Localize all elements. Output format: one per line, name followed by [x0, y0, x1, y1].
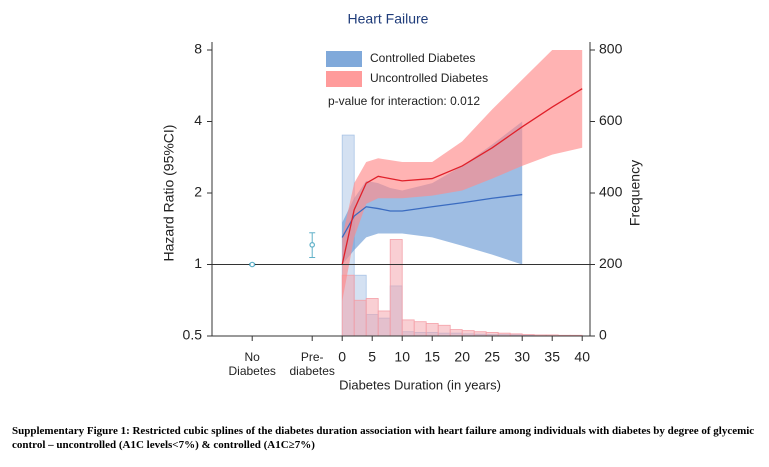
histogram-bar	[449, 329, 463, 336]
x-tick-label: 20	[454, 349, 470, 365]
point	[249, 261, 256, 268]
histogram-bar	[389, 239, 403, 336]
histogram-bar	[353, 299, 367, 336]
histogram-bar	[401, 319, 415, 336]
y2-tick-label: 600	[599, 112, 623, 128]
y-tick-label: 1	[194, 255, 202, 271]
chart: Heart Failure Hazard Ratio (95%CI) Frequ…	[161, 11, 643, 393]
histogram-bar	[437, 324, 451, 336]
histogram-bar	[425, 323, 439, 336]
y-axis-label: Hazard Ratio (95%CI)	[161, 125, 177, 262]
x-tick-label: 5	[368, 349, 376, 365]
x-tick-label: No Diabetes	[228, 350, 276, 378]
point	[309, 242, 316, 248]
y2-axis-label: Frequency	[627, 160, 643, 226]
histogram-bar	[365, 298, 379, 336]
legend-label: Uncontrolled Diabetes	[370, 71, 488, 85]
y-tick-label: 4	[194, 112, 202, 128]
x-tick-label: 10	[394, 349, 410, 365]
x-axis-label: Diabetes Duration (in years)	[339, 377, 501, 392]
x-tick-label: 35	[544, 349, 560, 365]
x-tick-label: 15	[424, 349, 440, 365]
y-tick-label: 0.5	[183, 327, 203, 343]
annotation: p-value for interaction: 0.012	[328, 94, 480, 108]
caption: Supplementary Figure 1: Restricted cubic…	[12, 425, 755, 451]
spline-line	[341, 88, 583, 265]
x-tick-label: 0	[338, 349, 346, 365]
x-tick-label: Pre-diabetes	[289, 350, 335, 378]
y2-tick-label: 400	[599, 184, 623, 200]
y-tick-label: 8	[194, 41, 202, 57]
y2-tick-label: 200	[599, 255, 623, 271]
y-tick-label: 2	[194, 184, 202, 200]
spline-line	[341, 193, 523, 238]
y2-tick-label: 0	[599, 327, 607, 343]
histogram-bar	[413, 321, 427, 336]
y2-tick-label: 800	[599, 41, 623, 57]
x-tick-label: 25	[484, 349, 500, 365]
legend-swatch	[326, 51, 362, 67]
plot-area	[341, 50, 583, 336]
chart-title: Heart Failure	[348, 11, 429, 27]
histogram-bar	[485, 332, 499, 336]
histogram-bar	[473, 331, 487, 336]
histogram-bar	[377, 310, 391, 336]
histogram-bar	[461, 330, 475, 336]
ci-band	[342, 50, 583, 302]
legend-label: Controlled Diabetes	[370, 51, 475, 65]
x-tick-label: 30	[514, 349, 530, 365]
x-tick-label: 40	[574, 349, 590, 365]
legend-swatch	[326, 71, 362, 87]
